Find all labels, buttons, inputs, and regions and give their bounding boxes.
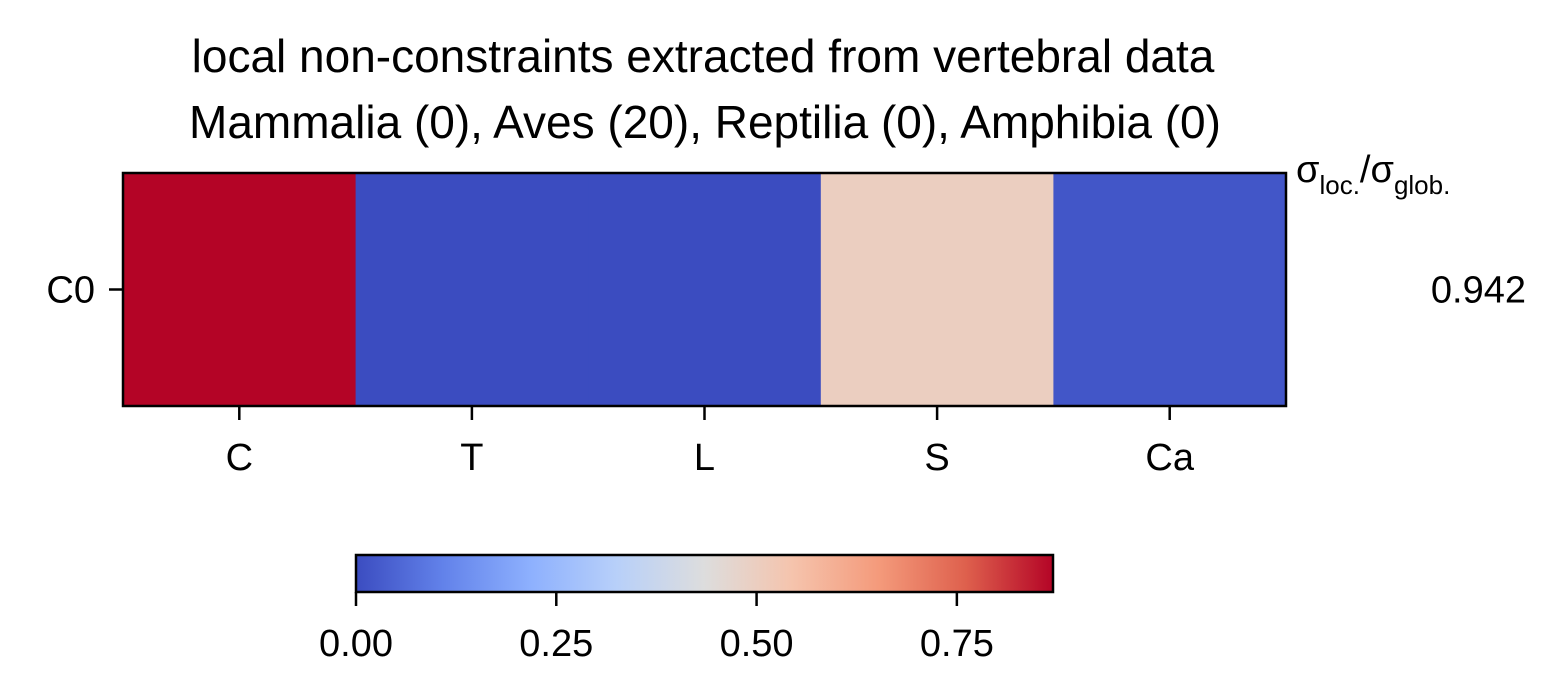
x-tick-label: T: [460, 437, 483, 479]
heatmap-cell: [1053, 173, 1287, 406]
colorbar-tick-label: 0.75: [920, 623, 994, 665]
heatmap-cells: [123, 173, 1287, 406]
colorbar-tick-label: 0.50: [720, 623, 794, 665]
x-axis: C T L S Ca: [226, 406, 1195, 479]
heatmap-cell: [355, 173, 589, 406]
heatmap-cell: [123, 173, 357, 406]
ratio-header-loc: loc.: [1319, 170, 1359, 200]
ratio-header-glob: glob.: [1394, 170, 1450, 200]
ratio-header-sep: /σ: [1360, 149, 1394, 191]
heatmap-cell: [820, 173, 1054, 406]
colorbar-axis: 0.00 0.25 0.50 0.75: [319, 592, 994, 665]
chart-subtitle: Mammalia (0), Aves (20), Reptilia (0), A…: [189, 96, 1221, 148]
ratio-header-sigma: σ: [1296, 149, 1319, 191]
heatmap-cell: [588, 173, 822, 406]
colorbar: [354, 553, 1055, 594]
x-tick-label: Ca: [1145, 437, 1194, 479]
x-tick-label: C: [226, 437, 253, 479]
row-ratio-value: 0.942: [1431, 270, 1526, 312]
colorbar-tick-label: 0.25: [519, 623, 593, 665]
y-axis: C0: [46, 270, 123, 312]
row-ratios: 0.942: [1431, 270, 1526, 312]
chart-title: local non-constraints extracted from ver…: [192, 30, 1215, 82]
y-tick-label: C0: [46, 270, 95, 312]
colorbar-tick-label: 0.00: [319, 623, 393, 665]
ratio-header: σloc./σglob.: [1296, 149, 1450, 200]
x-tick-label: S: [924, 437, 949, 479]
x-tick-label: L: [694, 437, 715, 479]
